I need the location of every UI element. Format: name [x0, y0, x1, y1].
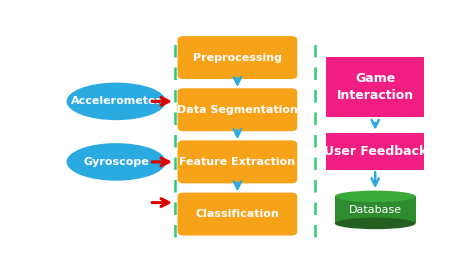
FancyBboxPatch shape — [178, 88, 297, 131]
FancyBboxPatch shape — [327, 133, 424, 170]
Text: Classification: Classification — [196, 209, 279, 219]
FancyBboxPatch shape — [178, 140, 297, 183]
FancyBboxPatch shape — [335, 196, 416, 224]
Text: Database: Database — [348, 205, 402, 215]
Text: Gyroscope: Gyroscope — [83, 157, 149, 167]
Text: Game
Interaction: Game Interaction — [337, 72, 414, 102]
Ellipse shape — [66, 83, 166, 120]
Ellipse shape — [66, 143, 166, 181]
Text: Preprocessing: Preprocessing — [193, 53, 282, 63]
Text: Data Segmentation: Data Segmentation — [177, 105, 298, 115]
FancyBboxPatch shape — [327, 57, 424, 117]
FancyBboxPatch shape — [178, 36, 297, 79]
Text: Feature Extraction: Feature Extraction — [179, 157, 295, 167]
Text: User Feedback: User Feedback — [324, 145, 427, 158]
Ellipse shape — [335, 191, 416, 202]
Ellipse shape — [335, 218, 416, 229]
FancyBboxPatch shape — [178, 193, 297, 235]
Text: Accelerometer: Accelerometer — [71, 96, 162, 107]
